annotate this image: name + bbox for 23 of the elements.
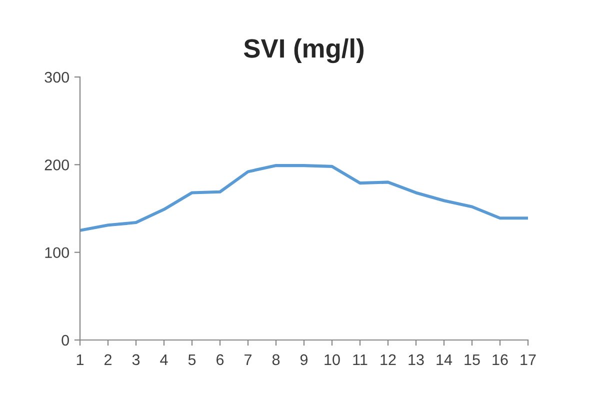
- x-tick-label: 7: [244, 354, 252, 365]
- x-tick-label: 5: [188, 354, 196, 366]
- x-tick-label: 6: [216, 354, 224, 366]
- x-tick-label: 9: [300, 354, 308, 366]
- x-tick-label: 16: [492, 354, 508, 366]
- x-tick-label: 8: [272, 354, 280, 366]
- x-tick-label: 15: [464, 354, 480, 366]
- y-tick-label: 200: [44, 160, 69, 170]
- x-tick-label: 11: [353, 354, 368, 365]
- x-tick-label: 1: [76, 354, 84, 365]
- chart-title: SVI (mg/l): [244, 38, 364, 64]
- x-tick-label: 12: [380, 354, 396, 365]
- y-tick-label: 0: [62, 334, 69, 346]
- x-tick-label: 4: [160, 354, 168, 365]
- y-tick-label: 100: [45, 247, 69, 258]
- y-tick-label: 300: [44, 72, 69, 83]
- x-tick-label: 2: [104, 354, 112, 365]
- x-tick-label: 3: [132, 354, 140, 366]
- line-series: [80, 164, 528, 232]
- x-tick-label: 14: [436, 354, 452, 365]
- x-tick-label: 17: [520, 354, 536, 365]
- x-tick-label: 13: [408, 354, 424, 366]
- x-tick-label: 10: [324, 354, 340, 366]
